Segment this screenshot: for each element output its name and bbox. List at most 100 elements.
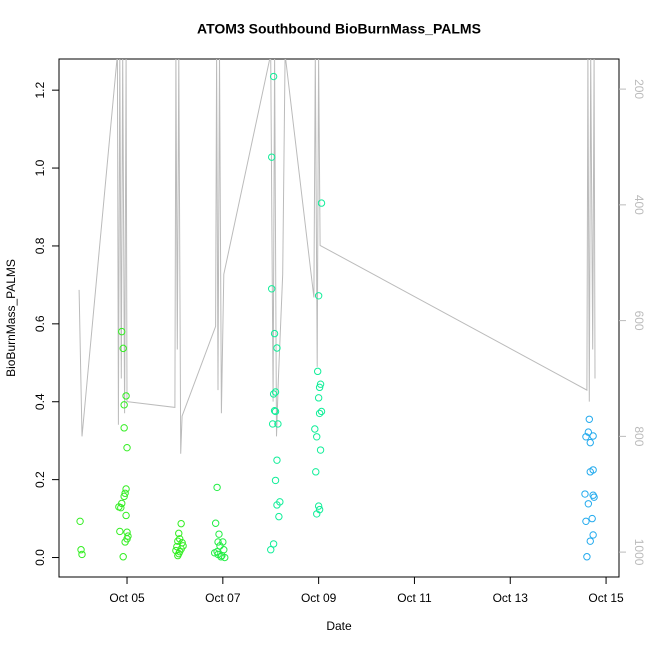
point — [122, 485, 130, 493]
point — [221, 553, 229, 562]
point — [122, 511, 130, 520]
point — [312, 468, 320, 476]
point — [268, 420, 277, 428]
point — [120, 401, 128, 409]
point — [213, 547, 221, 556]
point — [213, 483, 221, 492]
point — [314, 292, 323, 300]
point — [275, 512, 283, 521]
point — [313, 510, 321, 518]
x-tick-label: Oct 09 — [301, 591, 337, 605]
point — [78, 550, 86, 559]
y2-tick-label: 600 — [632, 311, 646, 331]
x-tick-label: Oct 11 — [397, 591, 432, 605]
point — [77, 546, 85, 554]
point — [179, 542, 187, 550]
point — [176, 547, 184, 556]
point — [589, 531, 597, 539]
point — [315, 409, 324, 418]
point — [176, 535, 184, 543]
point — [313, 367, 322, 376]
point — [269, 390, 278, 398]
plot-area — [76, 59, 598, 562]
point — [118, 327, 126, 336]
point — [586, 438, 594, 447]
point — [271, 388, 280, 396]
pressure-line — [78, 59, 596, 454]
y2-tick-label: 1000 — [632, 539, 646, 566]
point — [220, 546, 228, 554]
y-tick-label: 0.4 — [33, 393, 47, 410]
y2-tick-label: 400 — [632, 195, 646, 215]
y-axis-label: BioBurnMass_PALMS — [4, 259, 18, 377]
point — [177, 519, 185, 528]
y-tick-label: 0.8 — [33, 237, 47, 254]
point — [581, 490, 589, 498]
plot-frame — [58, 58, 620, 578]
point — [214, 538, 222, 546]
point — [586, 537, 594, 545]
point — [215, 530, 223, 538]
point — [582, 517, 590, 526]
point — [116, 527, 124, 536]
point — [271, 476, 280, 485]
point — [313, 433, 321, 441]
point — [267, 285, 276, 293]
point — [314, 394, 323, 402]
point — [123, 443, 131, 452]
point — [76, 517, 84, 526]
point — [217, 553, 225, 561]
y-tick-label: 0.0 — [33, 549, 47, 566]
x-tick-label: Oct 13 — [493, 591, 529, 605]
point — [273, 344, 281, 352]
point — [273, 456, 281, 464]
point — [270, 329, 279, 338]
x-tick-label: Oct 15 — [588, 591, 624, 605]
point — [216, 542, 224, 550]
point — [273, 501, 281, 509]
point — [119, 553, 127, 561]
point — [122, 392, 130, 400]
point — [585, 415, 593, 423]
point — [269, 540, 278, 548]
point — [271, 407, 280, 416]
point — [314, 502, 323, 510]
point — [316, 380, 325, 388]
point — [120, 492, 128, 501]
point — [311, 425, 319, 433]
point — [119, 344, 127, 353]
point — [117, 503, 125, 512]
point — [317, 199, 326, 207]
point — [174, 551, 182, 560]
y-tick-label: 0.2 — [33, 471, 47, 488]
point — [315, 383, 324, 392]
point — [211, 519, 220, 527]
x-axis-label: Date — [326, 619, 352, 633]
point — [584, 500, 593, 508]
y2-tick-label: 200 — [632, 79, 646, 99]
point — [584, 428, 593, 436]
x-tick-label: Oct 05 — [109, 591, 145, 605]
point — [120, 424, 128, 432]
point — [269, 72, 278, 81]
point — [583, 553, 591, 561]
y2-tick-label: 800 — [632, 426, 646, 446]
x-tick-label: Oct 07 — [205, 591, 241, 605]
point — [588, 514, 596, 523]
point — [586, 468, 594, 476]
y-tick-label: 0.6 — [33, 315, 47, 332]
point — [121, 538, 129, 546]
point — [316, 446, 325, 454]
point — [174, 537, 182, 545]
y-tick-label: 1.0 — [33, 159, 47, 176]
point — [270, 406, 279, 415]
point — [267, 153, 276, 161]
point — [267, 546, 275, 554]
point — [590, 493, 598, 501]
y-tick-label: 1.2 — [33, 81, 47, 98]
point — [175, 529, 183, 538]
point — [582, 433, 590, 441]
point — [274, 420, 282, 428]
